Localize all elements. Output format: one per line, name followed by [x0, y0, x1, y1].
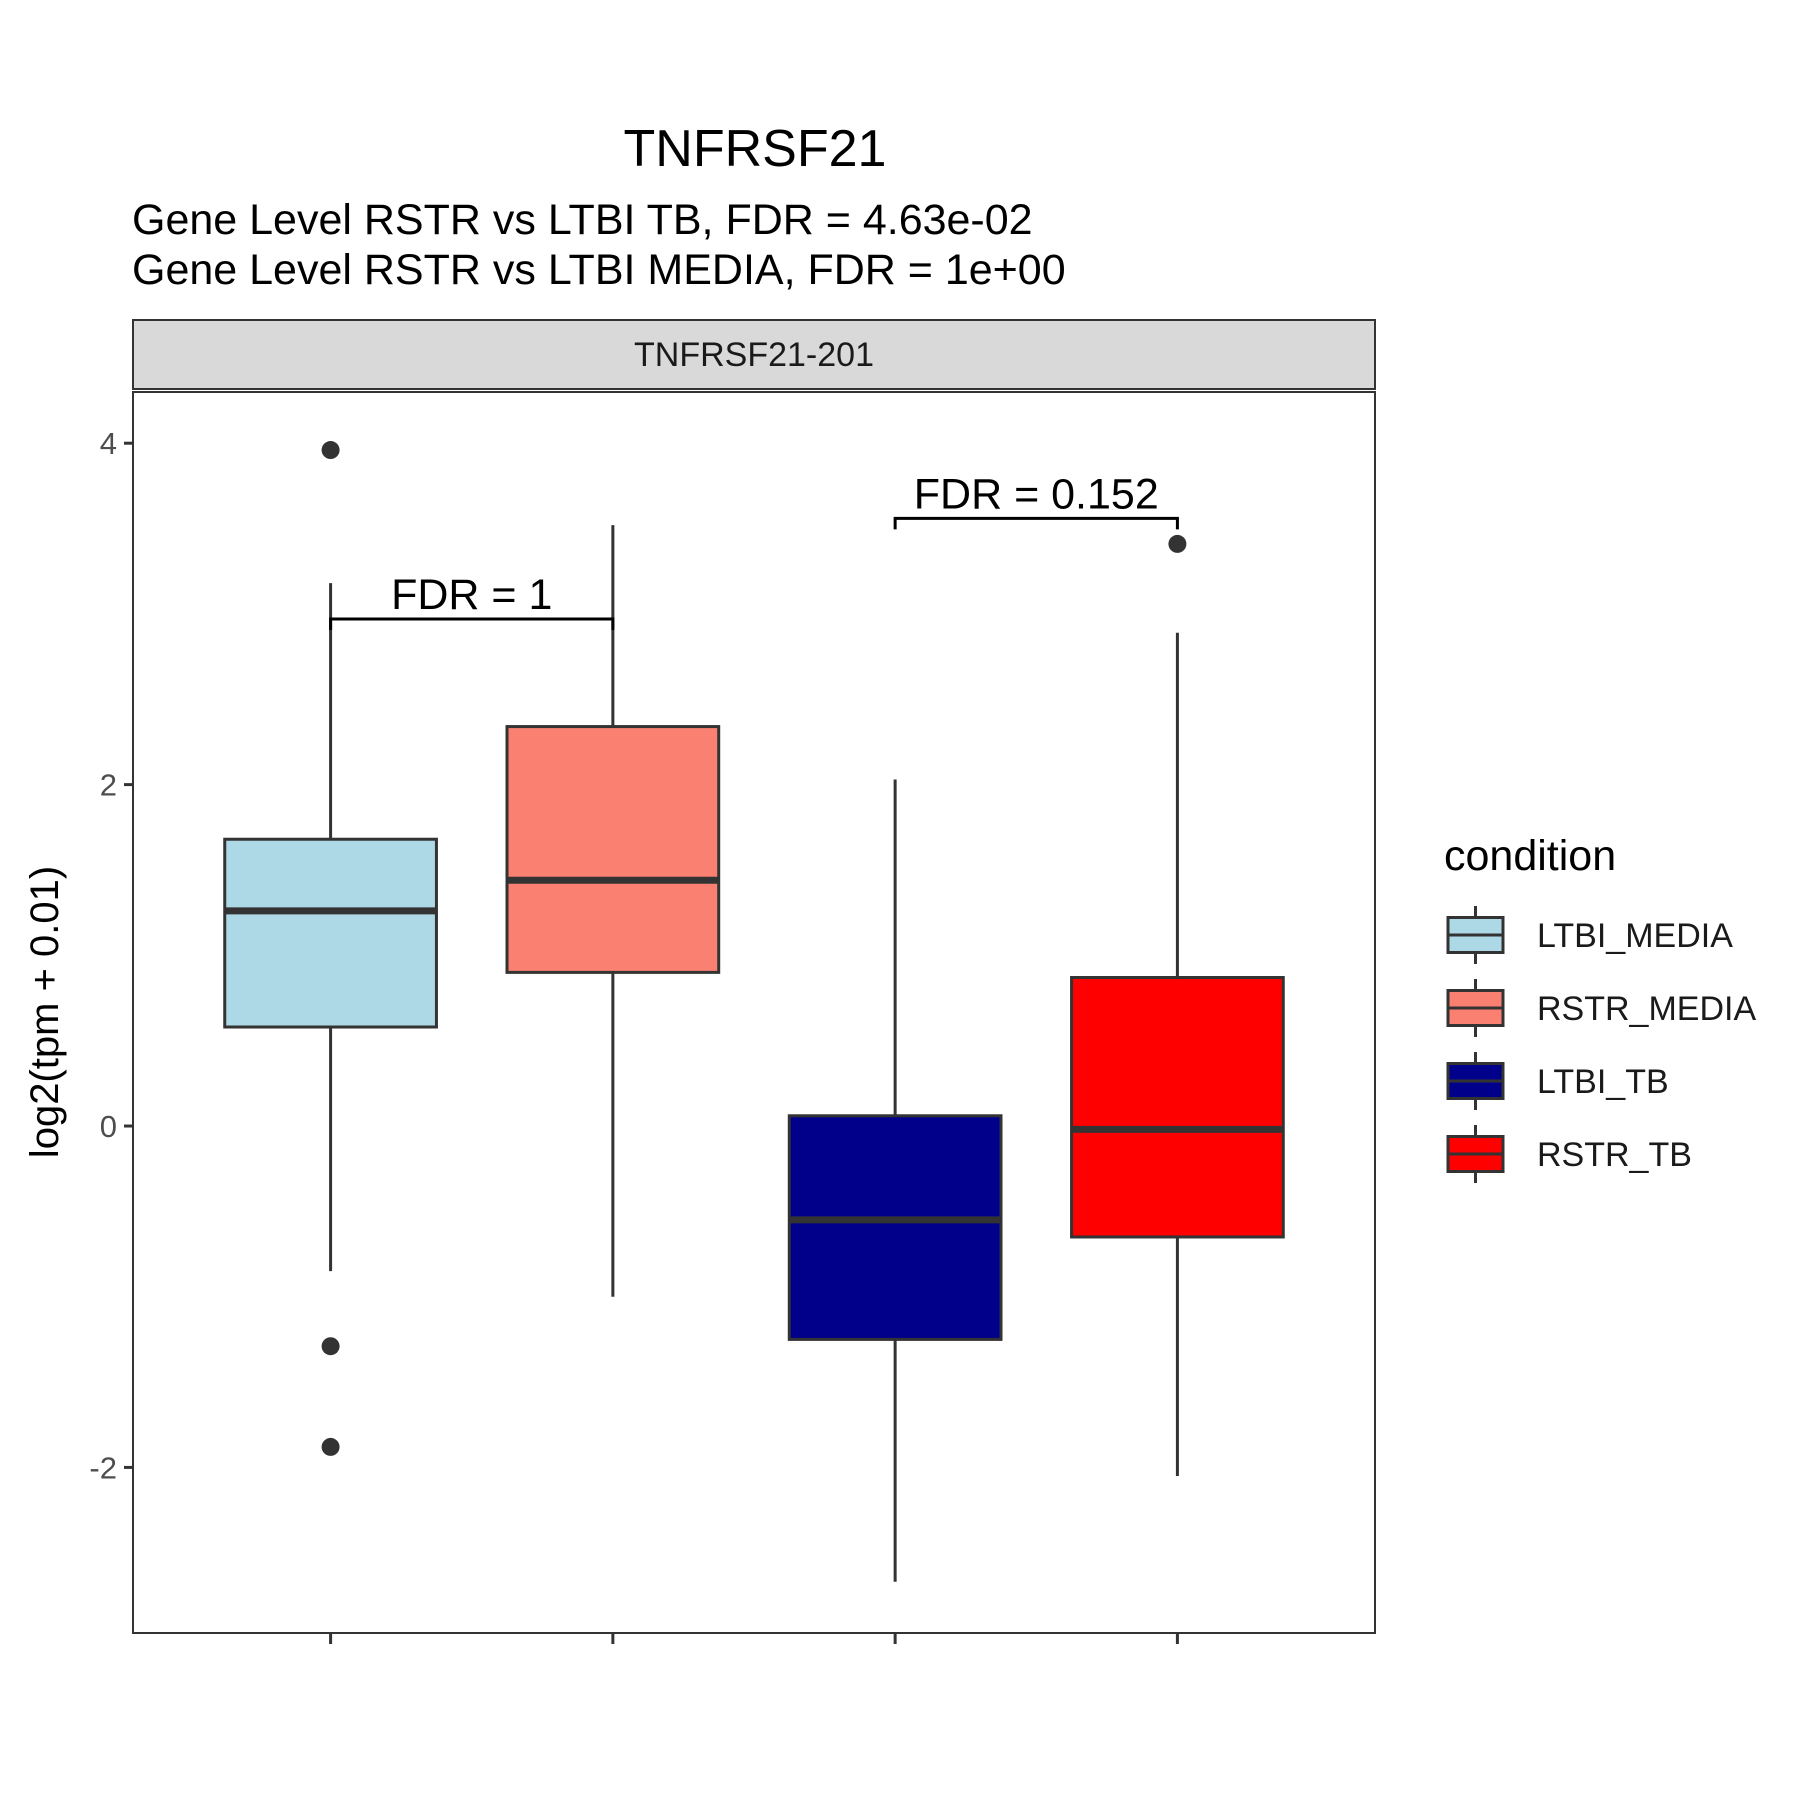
legend-title: condition: [1444, 832, 1616, 880]
legend: LTBI_MEDIA RSTR_MEDIA LTBI_TB RSTR_TB: [1446, 906, 1756, 1183]
facet-label: TNFRSF21-201: [634, 336, 874, 374]
chart-marks: -2 0 2 4 FDR = 1 FDR = 0.152: [89, 426, 1285, 1644]
box: [223, 837, 438, 1029]
legend-label: RSTR_MEDIA: [1537, 990, 1756, 1028]
chart-subtitle-line-1: Gene Level RSTR vs LTBI TB, FDR = 4.63e-…: [132, 196, 1033, 244]
outlier-point: [321, 1437, 340, 1456]
chart-subtitle-line-2: Gene Level RSTR vs LTBI MEDIA, FDR = 1e+…: [132, 246, 1066, 294]
y-tick-label: 0: [100, 1109, 117, 1144]
significance-label: FDR = 0.152: [914, 470, 1159, 518]
outlier-point: [1168, 534, 1187, 553]
box: [505, 725, 721, 974]
box: [1070, 976, 1285, 1239]
y-axis-label: log2(tpm + 0.01): [23, 866, 67, 1158]
significance-label: FDR = 1: [391, 571, 552, 619]
box: [787, 1114, 1003, 1341]
legend-label: LTBI_TB: [1537, 1063, 1669, 1101]
y-tick-label: -2: [89, 1450, 117, 1485]
outlier-point: [321, 1337, 340, 1356]
chart-title: TNFRSF21: [624, 120, 887, 178]
y-tick-label: 4: [100, 426, 117, 461]
significance-bracket: [893, 516, 1179, 530]
legend-label: LTBI_MEDIA: [1537, 917, 1733, 955]
facet-strip: [132, 319, 1376, 390]
legend-label: RSTR_TB: [1537, 1136, 1692, 1174]
y-tick-label: 2: [100, 768, 117, 803]
significance-bracket: [329, 617, 615, 631]
outlier-point: [321, 441, 340, 460]
